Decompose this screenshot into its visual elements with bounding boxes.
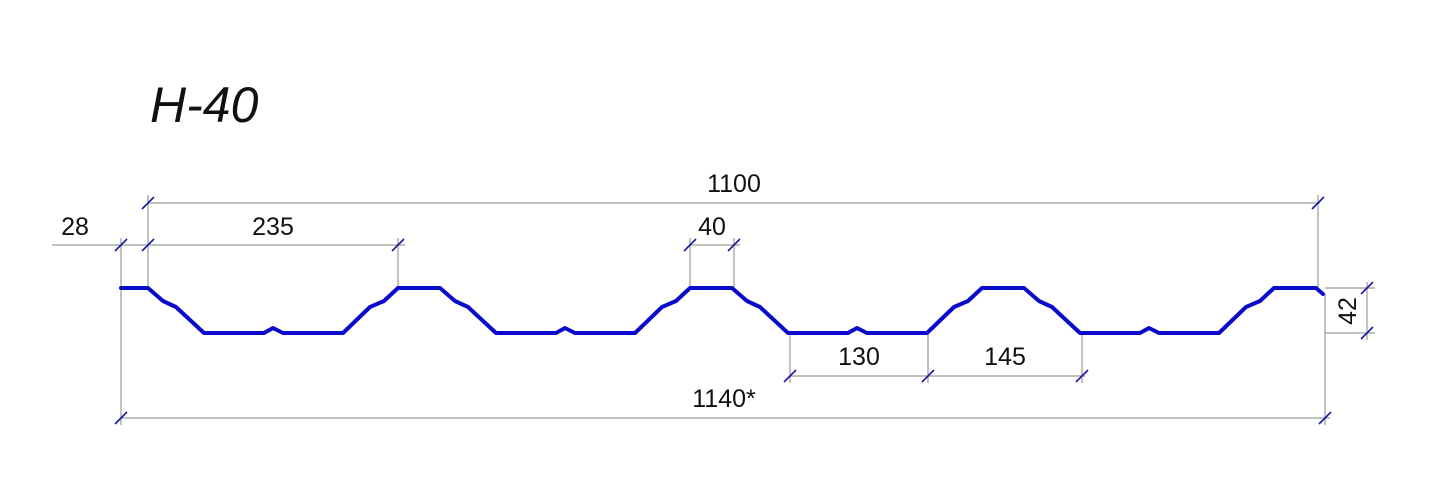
dim-1100: 1100: [707, 170, 761, 198]
sheet-profile: [119, 286, 1325, 335]
dimension-tick: [141, 238, 155, 252]
dimension-tick: [683, 238, 697, 252]
dimension-tick: [1360, 326, 1374, 340]
dimension-tick: [1318, 411, 1332, 425]
drawing-title: H-40: [150, 77, 259, 133]
dimension-ticks: [114, 196, 1374, 425]
dimension-tick: [1075, 369, 1089, 383]
dim-28: 28: [61, 213, 89, 241]
dimension-tick: [141, 196, 155, 210]
dimension-tick: [1311, 196, 1325, 210]
dim-235: 235: [252, 213, 294, 241]
dimension-tick: [391, 238, 405, 252]
dimension-tick: [783, 369, 797, 383]
dimension-lines: [52, 195, 1375, 425]
dim-145: 145: [984, 343, 1026, 371]
dim-130: 130: [838, 343, 880, 371]
dim-40: 40: [698, 213, 726, 241]
dimension-tick: [114, 238, 128, 252]
dimension-tick: [727, 238, 741, 252]
dim-1140: 1140*: [692, 385, 756, 413]
dimension-tick: [921, 369, 935, 383]
dim-42: 42: [1334, 297, 1362, 325]
dimension-tick: [1360, 281, 1374, 295]
dimension-tick: [114, 411, 128, 425]
